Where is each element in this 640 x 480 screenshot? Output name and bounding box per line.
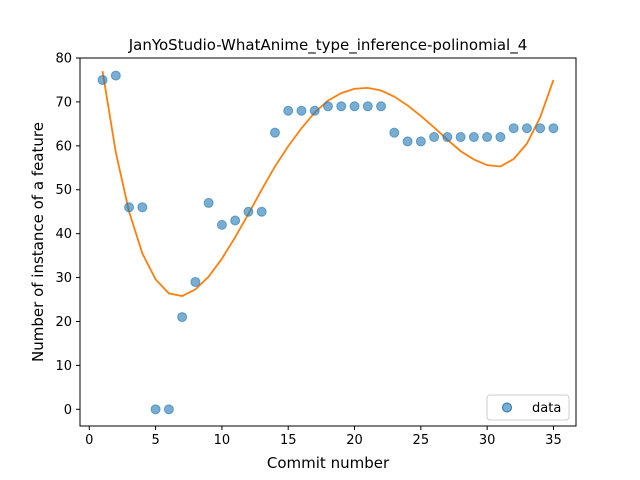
x-tick-label: 15 [280, 433, 297, 448]
data-point [429, 132, 440, 143]
data-point [468, 132, 479, 143]
data-point [124, 202, 135, 213]
y-tick-label: 80 [55, 52, 72, 67]
data-point [415, 136, 426, 147]
data-point [97, 74, 108, 85]
data-point [150, 404, 161, 415]
data-point [535, 123, 546, 134]
data-point [442, 132, 453, 143]
data-point [177, 312, 188, 323]
data-point [336, 101, 347, 112]
data-point [230, 215, 241, 226]
x-tick-label: 0 [85, 433, 93, 448]
data-point [269, 127, 280, 138]
data-point [283, 105, 294, 116]
y-tick-label: 30 [55, 271, 72, 286]
legend-box [486, 394, 570, 421]
y-tick-label: 50 [55, 183, 72, 198]
legend: data [486, 394, 570, 421]
x-tick-label: 25 [413, 433, 430, 448]
data-point [216, 219, 227, 230]
data-point [455, 132, 466, 143]
data-point [256, 206, 267, 217]
x-tick-label: 5 [151, 433, 159, 448]
data-point [402, 136, 413, 147]
data-point [296, 105, 307, 116]
data-point [362, 101, 373, 112]
y-tick-label: 60 [55, 139, 72, 154]
y-tick-label: 10 [55, 359, 72, 374]
data-point [548, 123, 559, 134]
data-point [349, 101, 360, 112]
data-point [163, 404, 174, 415]
data-point [309, 105, 320, 116]
plot-frame [79, 57, 577, 427]
x-axis-label: Commit number [267, 454, 390, 472]
data-point [323, 101, 333, 112]
data-point [203, 197, 214, 208]
x-axis-ticks: 0 5 10 15 20 25 30 35 [85, 426, 562, 448]
data-point [521, 123, 532, 134]
chart-title: JanYoStudio-WhatAnime_type_inference-pol… [128, 36, 528, 55]
data-point [495, 132, 506, 143]
points-layer [97, 70, 559, 415]
y-axis-label: Number of instance of a feature [29, 122, 47, 362]
y-tick-label: 40 [55, 227, 72, 242]
y-tick-label: 20 [55, 315, 72, 330]
data-point [376, 101, 387, 112]
data-point [137, 202, 148, 213]
y-axis-ticks: 0 10 20 30 40 50 60 70 80 [55, 52, 80, 418]
fit-curve [101, 71, 555, 297]
y-tick-label: 70 [55, 95, 72, 110]
data-point [482, 132, 493, 143]
x-tick-label: 35 [545, 433, 562, 448]
y-tick-label: 0 [64, 403, 72, 418]
data-point [389, 127, 400, 138]
data-point [110, 70, 121, 81]
data-point [190, 276, 201, 287]
data-point [243, 206, 254, 217]
fit-layer [101, 71, 555, 297]
legend-label: data [532, 401, 561, 416]
data-point [508, 123, 519, 134]
x-tick-label: 30 [479, 433, 496, 448]
legend-marker [502, 402, 512, 413]
x-tick-label: 10 [214, 433, 231, 448]
x-tick-label: 20 [346, 433, 363, 448]
